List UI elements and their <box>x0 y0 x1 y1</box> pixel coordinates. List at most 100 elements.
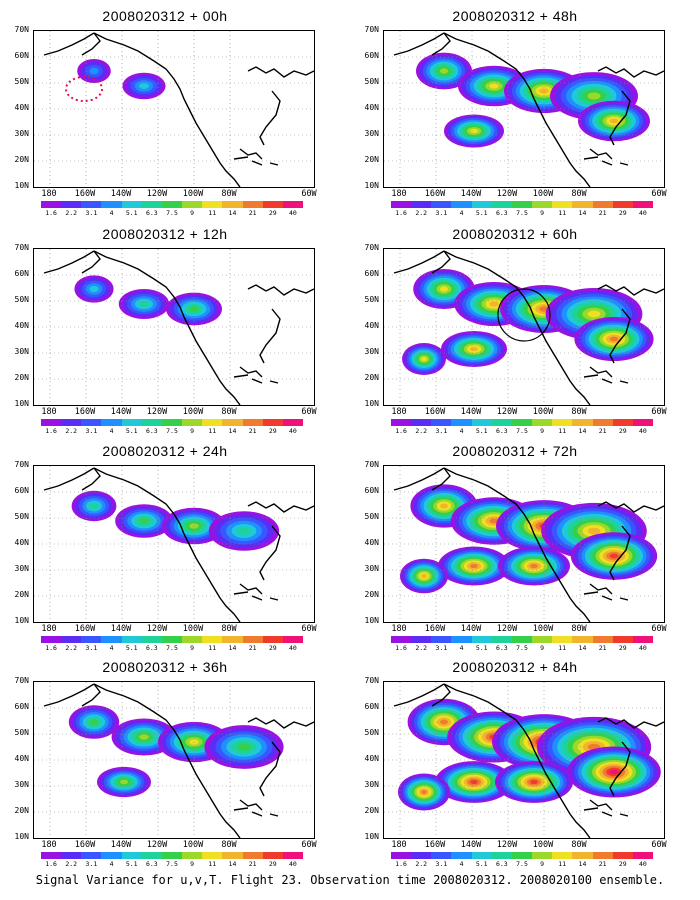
coastline <box>43 467 101 491</box>
colorbar-level-label: 1.6 <box>45 860 57 868</box>
latitude-label: 70N <box>364 460 379 469</box>
variance-contour <box>539 88 549 94</box>
colorbar <box>41 419 304 426</box>
map-panel: 2008020312 + 48h 70N 60N 50N 40N 30N 20N 10N 180… <box>364 8 667 218</box>
map-frame <box>33 465 315 623</box>
colorbar-swatch <box>471 201 492 208</box>
longitude-label: 160W <box>424 407 446 417</box>
colorbar-labels: 1.6 2.2 3.1 4 5.1 6.3 7.5 9 11 14 21 29 40 <box>391 860 653 869</box>
longitude-label: 160W <box>74 189 96 199</box>
colorbar-swatch <box>411 852 432 859</box>
latitude-label: 40N <box>14 321 29 330</box>
variance-contour <box>89 503 99 509</box>
latitude-label: 20N <box>364 590 379 599</box>
latitude-label: 40N <box>364 754 379 763</box>
map-panel: 2008020312 + 60h 70N 60N 50N 40N 30N 20N 10N 180… <box>364 226 667 436</box>
colorbar-labels: 1.6 2.2 3.1 4 5.1 6.3 7.5 9 11 14 21 29 40 <box>41 860 303 869</box>
colorbar-level-label: 1.6 <box>395 427 407 435</box>
longitude-label: 180 <box>41 407 57 417</box>
colorbar-level-label: 4 <box>459 427 464 435</box>
map-frame <box>383 248 665 406</box>
colorbar-level-label: 21 <box>598 644 607 652</box>
latitude-label: 20N <box>14 373 29 382</box>
colorbar-level-label: 6.3 <box>495 644 508 652</box>
coastline <box>239 717 314 811</box>
colorbar-swatch <box>101 636 122 643</box>
colorbar-swatch <box>491 636 512 643</box>
colorbar-swatch <box>202 852 223 859</box>
map-panel: 2008020312 + 84h 70N 60N 50N 40N 30N 20N 10N 180… <box>364 659 667 869</box>
variance-contour <box>530 563 538 569</box>
colorbar-level-label: 5.1 <box>125 209 138 217</box>
colorbar-swatch <box>161 852 183 859</box>
colorbar-swatch <box>572 201 593 208</box>
colorbar-swatch <box>532 419 553 426</box>
colorbar-swatch <box>101 419 122 426</box>
colorbar-swatch <box>411 201 432 208</box>
colorbar-swatch <box>61 636 82 643</box>
colorbar-level-label: 4 <box>459 860 464 868</box>
colorbar-swatch <box>451 419 472 426</box>
observation-region-marker <box>65 76 103 102</box>
coastline <box>233 156 279 166</box>
latitude-label: 70N <box>364 25 379 34</box>
latitude-label: 20N <box>364 155 379 164</box>
colorbar-level-label: 40 <box>639 427 647 435</box>
map-panel: 2008020312 + 12h 70N 60N 50N 40N 30N 20N 10N 180… <box>14 226 317 436</box>
colorbar-swatch <box>391 201 412 208</box>
latitude-label: 10N <box>14 399 29 408</box>
latitude-label: 50N <box>364 512 379 521</box>
highlight-circle <box>497 288 551 342</box>
colorbar <box>41 636 304 643</box>
colorbar-level-label: 9 <box>190 644 195 652</box>
colorbar-level-label: 29 <box>618 427 627 435</box>
colorbar-level-label: 4 <box>109 644 114 652</box>
colorbar-swatch <box>222 201 243 208</box>
colorbar-swatch <box>121 201 142 208</box>
latitude-label: 60N <box>364 269 379 278</box>
variance-map <box>384 249 664 405</box>
colorbar-level-label: 2.2 <box>415 427 428 435</box>
colorbar-swatch <box>532 852 553 859</box>
variance-contour <box>470 346 478 352</box>
longitude-label: 120W <box>146 840 168 850</box>
colorbar-level-label: 14 <box>578 860 587 868</box>
colorbar-level-label: 2.2 <box>415 644 428 652</box>
latitude-label: 10N <box>14 832 29 841</box>
colorbar-level-label: 11 <box>208 427 217 435</box>
coastline <box>239 66 314 160</box>
colorbar-swatch <box>491 419 512 426</box>
variance-contour <box>587 310 601 318</box>
longitude-label: 140W <box>110 840 132 850</box>
colorbar-level-label: 40 <box>289 644 297 652</box>
colorbar-swatch <box>592 636 613 643</box>
longitude-label: 120W <box>146 189 168 199</box>
colorbar-swatch <box>592 201 613 208</box>
colorbar-level-label: 40 <box>639 209 647 217</box>
colorbar-level-label: 14 <box>228 860 237 868</box>
colorbar-labels: 1.6 2.2 3.1 4 5.1 6.3 7.5 9 11 14 21 29 40 <box>41 209 303 218</box>
latitude-label: 10N <box>14 616 29 625</box>
colorbar-swatch <box>182 852 203 859</box>
latitude-label: 30N <box>14 780 29 789</box>
longitude-label: 60W <box>301 624 317 634</box>
longitude-label: 160W <box>74 407 96 417</box>
longitude-label: 120W <box>496 840 518 850</box>
variance-contour <box>489 518 499 524</box>
colorbar-level-label: 9 <box>190 860 195 868</box>
colorbar-swatch <box>121 852 142 859</box>
latitude-label: 60N <box>364 702 379 711</box>
colorbar-swatch <box>612 201 633 208</box>
colorbar-level-label: 3.1 <box>435 644 448 652</box>
variance-contour <box>470 563 478 569</box>
coastline <box>589 717 664 811</box>
latitude-label: 10N <box>364 399 379 408</box>
colorbar-level-label: 11 <box>558 644 567 652</box>
map-panel: 2008020312 + 36h 70N 60N 50N 40N 30N 20N 10N 180… <box>14 659 317 869</box>
variance-contour <box>470 128 478 134</box>
colorbar-swatch <box>612 419 633 426</box>
colorbar-level-label: 11 <box>208 860 217 868</box>
longitude-label: 180 <box>391 407 407 417</box>
longitude-label: 100W <box>532 840 554 850</box>
variance-contour <box>439 68 449 74</box>
